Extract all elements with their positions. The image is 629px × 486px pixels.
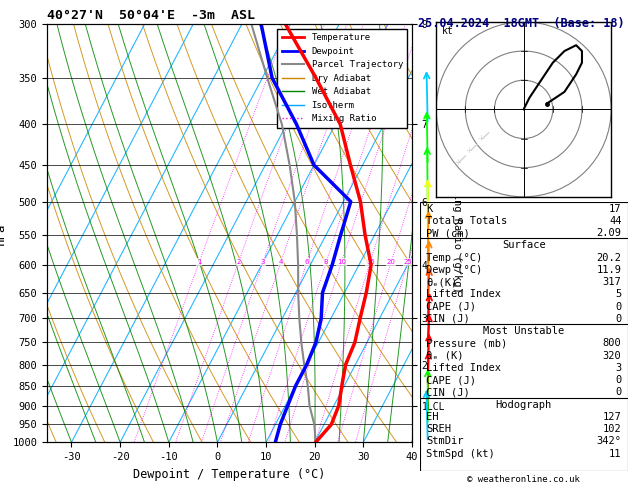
Text: Temp (°C): Temp (°C) [426,253,482,262]
Text: 0: 0 [615,387,621,398]
Text: StmDir: StmDir [426,436,464,447]
Text: EH: EH [426,412,438,422]
Text: 8: 8 [324,259,328,265]
Text: 3: 3 [260,259,265,265]
Text: PW (cm): PW (cm) [426,228,469,238]
Text: 44: 44 [609,216,621,226]
Text: 25.04.2024  18GMT  (Base: 18): 25.04.2024 18GMT (Base: 18) [418,17,625,30]
Text: 102: 102 [603,424,621,434]
Text: Lifted Index: Lifted Index [426,363,501,373]
Text: 317: 317 [603,277,621,287]
Text: 5: 5 [615,289,621,299]
Text: SREH: SREH [426,424,451,434]
Text: CIN (J): CIN (J) [426,314,469,324]
Text: 15: 15 [365,259,375,265]
Legend: Temperature, Dewpoint, Parcel Trajectory, Dry Adiabat, Wet Adiabat, Isotherm, Mi: Temperature, Dewpoint, Parcel Trajectory… [277,29,408,128]
Text: 40°27'N  50°04'E  -3m  ASL: 40°27'N 50°04'E -3m ASL [47,9,255,22]
Text: 20.2: 20.2 [596,253,621,262]
Text: 320: 320 [603,351,621,361]
Text: θₑ (K): θₑ (K) [426,351,464,361]
Text: 17: 17 [609,204,621,213]
Text: CAPE (J): CAPE (J) [426,302,476,312]
Text: 6: 6 [304,259,309,265]
Text: Totals Totals: Totals Totals [426,216,507,226]
Text: Surface: Surface [502,240,545,250]
Text: Hodograph: Hodograph [496,399,552,410]
Text: 4: 4 [279,259,283,265]
Text: CAPE (J): CAPE (J) [426,375,476,385]
Text: Lifted Index: Lifted Index [426,289,501,299]
Text: 20: 20 [387,259,396,265]
Text: 1: 1 [197,259,201,265]
Text: 11: 11 [609,449,621,459]
Text: 800: 800 [603,338,621,348]
Text: θₑ(K): θₑ(K) [426,277,457,287]
Text: CIN (J): CIN (J) [426,387,469,398]
Text: Pressure (mb): Pressure (mb) [426,338,507,348]
Text: StmSpd (kt): StmSpd (kt) [426,449,494,459]
Y-axis label: hPa: hPa [0,222,7,244]
Text: +: + [465,146,472,155]
Text: 3: 3 [615,363,621,373]
Text: +: + [454,158,460,167]
Text: 10: 10 [337,259,346,265]
Text: 2: 2 [237,259,241,265]
Text: K: K [426,204,432,213]
Text: 0: 0 [615,375,621,385]
Y-axis label: Mixing Ratio (g/kg): Mixing Ratio (g/kg) [452,174,462,293]
Text: Dewp (°C): Dewp (°C) [426,265,482,275]
Text: 25: 25 [403,259,412,265]
Text: © weatheronline.co.uk: © weatheronline.co.uk [467,474,580,484]
Text: 2.09: 2.09 [596,228,621,238]
Text: 342°: 342° [596,436,621,447]
Text: 0: 0 [615,314,621,324]
Text: 127: 127 [603,412,621,422]
Text: +: + [477,135,484,143]
Text: 11.9: 11.9 [596,265,621,275]
Text: 0: 0 [615,302,621,312]
Text: Most Unstable: Most Unstable [483,326,564,336]
X-axis label: Dewpoint / Temperature (°C): Dewpoint / Temperature (°C) [133,468,326,481]
Text: kt: kt [442,26,454,35]
